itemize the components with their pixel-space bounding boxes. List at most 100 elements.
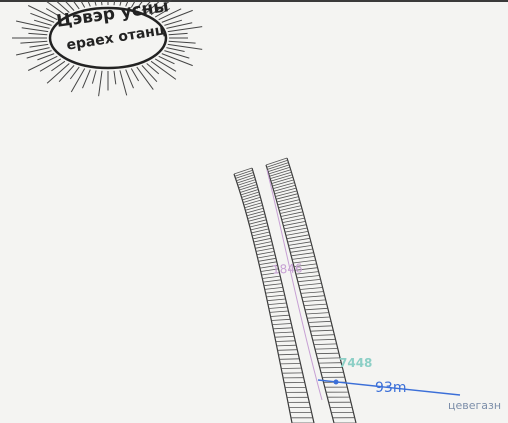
sun-ray [79, 0, 86, 8]
hatch-line [263, 279, 282, 283]
sun-ray [168, 40, 196, 44]
hatch-line [252, 231, 270, 237]
sun-ray [33, 19, 52, 26]
hatch-line [249, 222, 268, 228]
hatch-line [294, 267, 318, 271]
hatch-line [245, 207, 264, 214]
hatch-line [247, 213, 266, 219]
hatch-line [249, 219, 267, 225]
hatch-line [276, 344, 297, 347]
hatch-line [256, 251, 275, 256]
sun-ray [27, 55, 58, 71]
sun-ray [45, 0, 66, 16]
sun-rays-icon [12, 0, 203, 97]
hatch-line [242, 196, 261, 203]
sun-ray [161, 9, 193, 23]
hatch-line [266, 294, 285, 298]
hatch-line [301, 295, 325, 298]
hatch-line [251, 228, 269, 234]
hatch-line [267, 162, 289, 170]
hatch-line [286, 234, 310, 240]
sun-ray [21, 27, 49, 33]
sun-ray [146, 0, 162, 13]
hatch-line [236, 174, 255, 182]
hatch-line [270, 174, 293, 182]
hatch-line [242, 194, 260, 201]
hatch-line [275, 190, 298, 197]
hatch-line [304, 307, 328, 311]
hatch-line [248, 216, 266, 222]
hatch-line [233, 167, 253, 175]
sun-ray [146, 63, 160, 75]
hatch-line [240, 189, 259, 196]
hatch-line [256, 247, 274, 252]
hatch-line [273, 184, 296, 192]
hatch-line [292, 256, 315, 260]
hatch-line [289, 245, 312, 250]
sun-ray [39, 58, 62, 72]
sun-ray [154, 58, 177, 72]
hatch-line [258, 257, 277, 262]
purple-code-label: 1846 [271, 261, 303, 277]
sun-ray [130, 0, 137, 8]
hatch-line [234, 169, 253, 177]
hatch-line [262, 275, 281, 279]
hatch-line [238, 181, 257, 189]
sun-ray [150, 60, 177, 80]
hatch-line [278, 202, 301, 209]
sun-badge: Цэвэр усны ераех отанц [0, 0, 230, 112]
hatch-line [282, 217, 305, 223]
hatch-line [244, 202, 263, 209]
hatch-line [309, 325, 333, 328]
hatch-line [311, 334, 335, 336]
hatch-line [246, 210, 265, 217]
sun-ray [141, 0, 153, 11]
hatch-line [265, 290, 284, 294]
hatch-line [290, 248, 313, 253]
distance-label: 93m [375, 380, 407, 396]
hatch-line [241, 191, 260, 198]
hatch-line [308, 320, 332, 323]
hatch-line [279, 205, 302, 211]
distance-line [317, 379, 461, 396]
hatch-line [255, 244, 273, 249]
top-border-line [0, 0, 508, 2]
sun-ray [37, 53, 55, 61]
sun-ray [125, 0, 129, 7]
hatch-line [272, 179, 294, 187]
sun-ray [154, 8, 171, 18]
hatch-line [274, 187, 297, 195]
hatch-line [235, 172, 254, 179]
sun-ray [27, 5, 58, 21]
hatch-line [252, 234, 271, 240]
hatch-line [271, 176, 294, 184]
hatch-line [285, 231, 309, 236]
hatch-line [254, 241, 272, 246]
hatch-line [291, 252, 314, 257]
hatch-line [263, 283, 283, 287]
hatch-line [284, 227, 308, 233]
sun-ray [87, 0, 91, 7]
hatch-line [250, 225, 268, 231]
sun-ray [20, 40, 48, 44]
sun-ray [168, 32, 188, 36]
hatch-line [316, 352, 339, 355]
hatch-line [312, 338, 336, 341]
hatch-line [276, 193, 298, 200]
sun-ray [72, 0, 80, 10]
hatch-line [245, 205, 263, 211]
edge-label: цевегазн [448, 399, 502, 412]
sun-ray [150, 0, 173, 16]
green-code-label: 7448 [339, 356, 373, 370]
band-hatching [233, 157, 356, 423]
hatch-line [271, 318, 291, 321]
hatch-line [287, 237, 311, 243]
hatch-line [237, 179, 256, 186]
hatch-line [295, 271, 319, 275]
hatch-line [314, 348, 338, 350]
hatch-line [293, 263, 317, 267]
hatch-line [270, 171, 292, 179]
hatch-line [296, 275, 320, 279]
hatch-line [267, 298, 286, 302]
sun-ray [136, 0, 144, 10]
